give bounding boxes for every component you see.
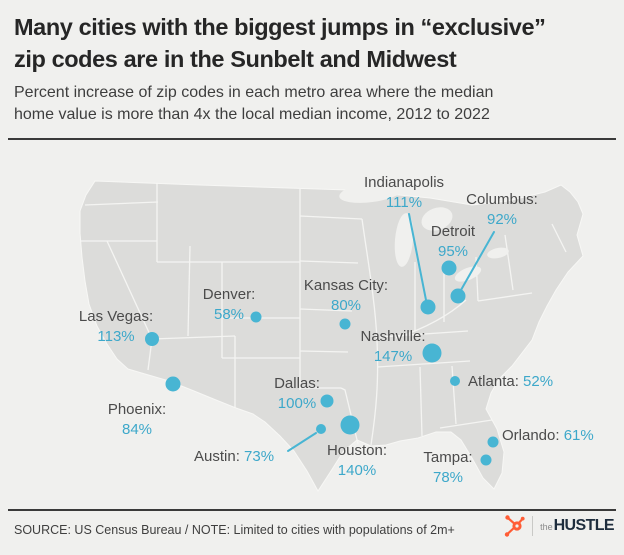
- title-line-1: Many cities with the biggest jumps in “e…: [14, 14, 546, 40]
- source-note: SOURCE: US Census Bureau / NOTE: Limited…: [14, 523, 455, 537]
- city-dot-nashville: [422, 343, 442, 363]
- wordmark-the: the: [540, 522, 553, 532]
- hustle-wordmark: the HUSTLE: [540, 517, 615, 535]
- city-dots: [145, 260, 499, 466]
- footer-divider: [8, 509, 616, 511]
- city-dot-dallas: [320, 394, 334, 408]
- city-dot-phoenix: [165, 376, 181, 392]
- city-dot-las-vegas: [145, 332, 159, 346]
- leader-line-columbus: [460, 231, 495, 291]
- city-dot-denver: [250, 311, 262, 323]
- lake-superior: [339, 181, 405, 203]
- city-dot-orlando: [487, 436, 499, 448]
- city-dot-atlanta: [450, 376, 460, 386]
- wordmark-hustle: HUSTLE: [553, 517, 615, 534]
- header-divider: [8, 138, 616, 140]
- city-dot-kansas-city: [339, 318, 351, 330]
- city-dot-indianapolis: [420, 299, 436, 315]
- subtitle-line-1: Percent increase of zip codes in each me…: [14, 84, 494, 101]
- subtitle-line-2: home value is more than 4x the local med…: [14, 106, 490, 123]
- city-dot-columbus: [450, 288, 466, 304]
- header: Many cities with the biggest jumps in “e…: [0, 0, 624, 126]
- city-dot-austin: [316, 424, 326, 434]
- city-dot-houston: [340, 415, 360, 435]
- leader-line-austin: [287, 432, 317, 452]
- title-line-2: zip codes are in the Sunbelt and Midwest: [14, 46, 457, 72]
- us-landmass: [79, 180, 584, 492]
- leader-line-indianapolis: [408, 213, 427, 301]
- city-dot-tampa: [480, 454, 492, 466]
- lake-huron: [421, 207, 453, 231]
- city-dot-detroit: [441, 260, 457, 276]
- page-title: Many cities with the biggest jumps in “e…: [14, 11, 610, 75]
- hustle-logo[interactable]: the HUSTLE: [503, 514, 615, 538]
- lake-michigan: [394, 213, 414, 267]
- lake-ontario: [487, 247, 509, 259]
- subtitle: Percent increase of zip codes in each me…: [14, 82, 610, 126]
- lake-erie: [454, 266, 482, 282]
- great-lakes: [339, 181, 509, 282]
- logo-divider: [532, 516, 534, 536]
- hubspot-sprocket-icon: [504, 515, 525, 537]
- leader-lines: [287, 213, 495, 452]
- state-borders: [80, 183, 567, 446]
